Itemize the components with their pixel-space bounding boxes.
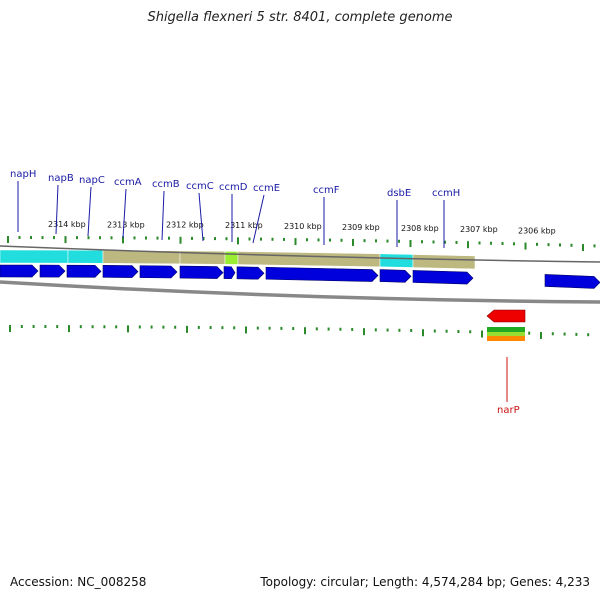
scale-tick-label: 2313 kbp [107,220,145,229]
gene-leader-line [87,186,92,237]
accession-label: Accession: NC_008258 [10,575,147,589]
reverse-gene-arrow [486,309,526,323]
scale-tick-label: 2310 kbp [284,222,322,231]
forward-gene-arrow [0,264,39,278]
gene-label-ccmB: ccmB [152,179,180,190]
forward-gene-arrow [179,265,224,279]
forward-gene-arrow [265,266,379,282]
gene-leader-line [252,194,265,244]
reverse-cds-lime [487,332,525,336]
gene-label-dsbE: dsbE [387,188,411,199]
scale-tick-label: 2314 kbp [48,220,86,229]
forward-gene-arrow [102,265,139,278]
gene-label-ccmC: ccmC [186,181,214,192]
scale-tick-label: 2307 kbp [460,225,498,234]
cds-segment [67,249,104,264]
gene-labels: 2314 kbp 2313 kbp 2312 kbp 2311 kbp 2310 kbp… [10,169,556,416]
cds-segment [412,254,476,270]
gene-label-napC: napC [79,175,105,186]
scale-ticks [7,236,596,339]
scale-tick-label: 2309 kbp [342,223,380,232]
gene-label-napH: napH [10,169,36,180]
reverse-cds-green [487,327,525,332]
features [0,245,600,341]
forward-gene-arrow [39,264,66,278]
genome-summary: Topology: circular; Length: 4,574,284 bp… [260,575,590,589]
forward-gene-arrow [379,269,412,283]
cds-segment [0,249,69,264]
scale-tick-label: 2311 kbp [225,221,263,230]
gene-leader-line [55,184,59,235]
gene-label-ccmH: ccmH [432,188,460,199]
scale-tick-label: 2306 kbp [518,226,556,235]
cds-segment [379,253,414,268]
forward-gene-arrow [139,265,178,279]
reverse-cds-orange [487,336,525,341]
forward-gene-arrow [66,264,102,278]
gene-label-narP: narP [497,405,520,416]
gene-leader-line [122,188,127,239]
gene-label-ccmD: ccmD [219,182,248,193]
gene-label-ccmE: ccmE [253,183,280,194]
gene-leader-line [161,190,165,241]
gene-label-ccmF: ccmF [313,185,340,196]
scale-tick-label: 2308 kbp [401,224,439,233]
band-edge [0,245,600,263]
genome-backbone [0,280,600,304]
scale-tick-label: 2312 kbp [166,221,204,230]
forward-gene-arrow [412,270,474,285]
forward-gene-arrow [544,274,600,289]
gene-label-napB: napB [48,173,74,184]
forward-gene-arrow [223,266,236,280]
forward-gene-arrow [236,266,265,280]
genome-title: Shigella flexneri 5 str. 8401, complete … [147,10,453,25]
cds-segment [237,251,381,268]
gene-leader-line [198,192,204,242]
gene-label-ccmA: ccmA [114,177,142,188]
